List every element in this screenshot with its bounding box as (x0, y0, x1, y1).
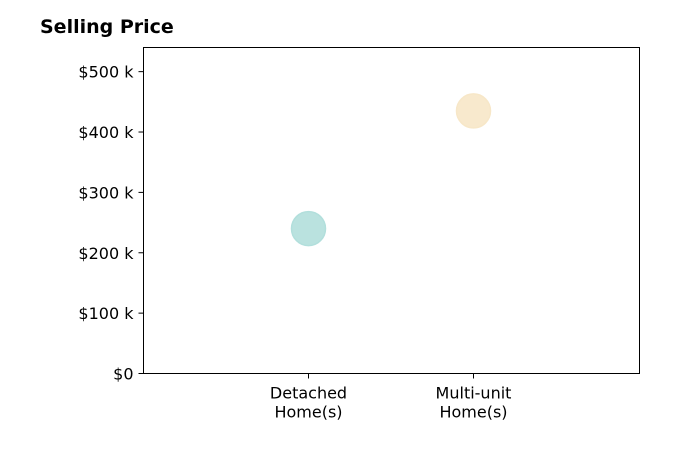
x-tick-label: Multi-unit Home(s) (436, 384, 512, 422)
y-tick-label: $500 k (78, 63, 134, 82)
data-point (455, 93, 492, 129)
y-tick-label: $100 k (78, 304, 134, 323)
y-axis: $0 $100 k $200 k $300 k $400 k $500 k (78, 63, 144, 384)
y-tick-label: $0 (113, 365, 133, 384)
y-tick-label: $300 k (78, 183, 134, 202)
plot-frame (143, 47, 640, 374)
data-points (290, 93, 492, 247)
x-axis: Detached Home(s) Multi-unit Home(s) (270, 373, 512, 422)
y-tick-label: $200 k (78, 244, 134, 263)
y-tick-label: $400 k (78, 123, 134, 142)
data-point (290, 210, 327, 247)
x-tick-label: Detached Home(s) (270, 384, 347, 422)
chart-title: Selling Price (40, 16, 174, 38)
